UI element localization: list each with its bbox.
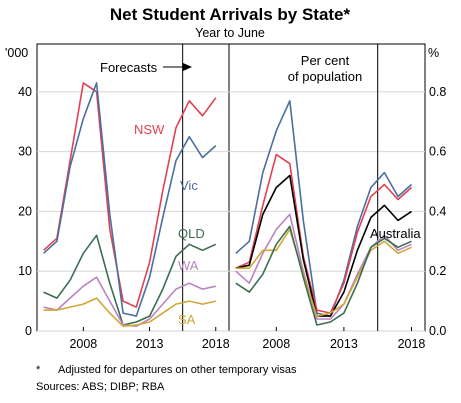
left-x-tick-label: 2013 [136,337,164,351]
series-label-sa: SA [178,312,196,327]
right-series-qld [235,225,412,326]
right-series-australia [235,174,412,317]
right-series-nsw [235,153,413,314]
chart-subtitle: Year to June [195,26,265,40]
right-y-tick-label: 0.0 [429,324,446,338]
series-label-qld: QLD [178,226,205,241]
per-cent-annotation-line2: of population [288,69,362,84]
left-series-nsw [43,82,217,308]
series-label-wa: WA [178,258,199,273]
right-y-tick-label: 0.2 [429,264,446,278]
right-x-tick-label: 2018 [398,337,426,351]
forecasts-arrow-head [183,63,192,71]
left-y-tick-label: 40 [18,85,32,99]
footnote-marker: * [36,364,41,376]
right-x-tick-label: 2008 [262,337,290,351]
left-axis-unit: '000 [5,46,28,60]
left-series-vic [43,82,217,317]
per-cent-annotation-line1: Per cent [301,53,350,68]
left-y-tick-label: 30 [18,145,32,159]
right-y-tick-label: 0.6 [429,145,446,159]
left-series-qld [43,234,217,326]
left-series-sa [43,297,216,328]
forecasts-annotation: Forecasts [100,60,158,75]
left-x-tick-label: 2018 [202,337,230,351]
footnote: Adjusted for departures on other tempora… [58,364,297,376]
right-series-sa [235,228,412,317]
left-y-tick-label: 10 [18,264,32,278]
series-label-vic: Vic [180,178,198,193]
right-y-tick-label: 0.4 [429,204,446,218]
left-x-tick-label: 2008 [69,337,97,351]
right-y-tick-label: 0.8 [429,85,446,99]
right-series-wa [235,213,412,320]
left-y-tick-label: 0 [25,324,32,338]
series-label-australia: Australia [370,226,421,241]
right-x-tick-label: 2013 [330,337,358,351]
sources-note: Sources: ABS; DIBP; RBA [36,381,165,393]
right-axis-unit: % [428,46,439,60]
chart-title: Net Student Arrivals by State* [110,5,351,24]
series-label-nsw: NSW [134,122,165,137]
left-y-tick-label: 20 [18,204,32,218]
